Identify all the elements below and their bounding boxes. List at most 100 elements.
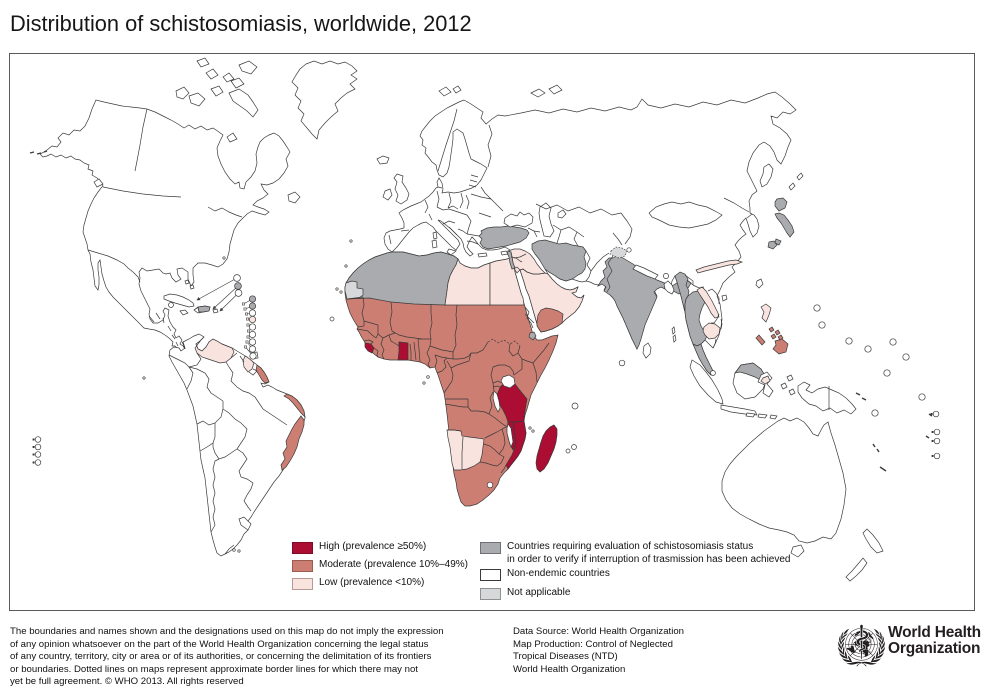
country-philippines-visayas-2: [770, 333, 777, 340]
border-sa-7: [239, 355, 245, 363]
border-af-16: [413, 341, 417, 361]
island-sardinia: [431, 239, 438, 249]
island-andaman-0: [671, 326, 676, 335]
island-bahamas-0: [184, 279, 190, 285]
island-antilles-1: [243, 307, 247, 311]
region-greenland: [291, 60, 358, 140]
island-circle-6: [339, 290, 343, 294]
island-circle-2: [142, 376, 146, 380]
border-af-0: [346, 296, 364, 300]
sea-black: [503, 211, 534, 228]
country-philippines-luzon: [760, 303, 772, 323]
island-aleutians-0: [29, 151, 35, 154]
border-eu-8: [447, 205, 459, 210]
border-sa-6: [230, 352, 238, 359]
border-af-15: [409, 343, 412, 360]
island-circle-11: [422, 381, 426, 385]
border-eu-20: [480, 186, 492, 200]
caribbean: [163, 274, 259, 360]
border-eu-48: [707, 288, 720, 304]
island-vancouver: [93, 178, 104, 188]
island-circle-15: [565, 448, 571, 454]
border-eu-19: [490, 198, 504, 212]
border-eu-39: [585, 250, 592, 272]
island-fiji-1: [925, 435, 930, 439]
territory-western-sahara: [344, 280, 364, 300]
border-af-52: [500, 464, 507, 474]
border-eu-21: [470, 174, 479, 178]
island-circle-9: [344, 264, 348, 268]
country-australia: [721, 417, 847, 544]
border-af-39: [450, 352, 472, 369]
border-sa-5: [225, 361, 288, 426]
border-eu-22: [469, 179, 478, 183]
island-tasmania: [790, 544, 805, 558]
island-stack-right-0: [932, 410, 940, 418]
country-lesotho: [486, 481, 494, 489]
border-eu-43: [648, 201, 723, 229]
border-eu-40: [590, 252, 610, 272]
country-japan-1: [774, 212, 795, 238]
border-af-2: [389, 301, 393, 332]
island-stack-left-dot-0: [32, 438, 35, 441]
border-eu-32: [533, 230, 538, 238]
island-arctic-8: [230, 77, 245, 89]
island-vanuatu-0: [872, 443, 876, 448]
border-sa-2: [168, 354, 190, 368]
island-arctic-6: [196, 57, 210, 68]
disclaimer-line-2: of any opinion whatsoever on the part of…: [10, 638, 429, 650]
lake-tanganyika: [492, 390, 501, 413]
border-eu-11: [442, 220, 456, 225]
sea-aral: [557, 209, 567, 219]
border-af-43: [488, 391, 494, 415]
island-antilles-7: [245, 340, 249, 344]
country-bangladesh: [663, 280, 675, 295]
border-eu-26: [437, 108, 458, 172]
who-wordmark-line-2: Organization: [888, 640, 981, 657]
island-novaya-1: [548, 84, 563, 95]
island-arctic-0: [175, 86, 190, 100]
island-stack-right-dot-1: [931, 431, 934, 433]
island-stack-left-1: [34, 443, 42, 451]
island-antilles-8: [244, 345, 247, 349]
island-stack-right-2: [933, 437, 941, 445]
lake-victoria: [500, 374, 516, 389]
country-new-zealand-south: [845, 557, 868, 582]
island-kurils-1: [796, 172, 804, 181]
world-map: [29, 57, 941, 582]
country-philippines-visayas-1: [774, 329, 781, 336]
border-af-36: [434, 354, 438, 368]
country-turkey: [478, 225, 530, 250]
border-na-3: [87, 249, 141, 283]
island-uk: [393, 173, 410, 205]
border-na-1: [207, 206, 243, 218]
map-title: Distribution of schistosomiasis, worldwi…: [10, 11, 472, 36]
country-fills: [194, 163, 795, 489]
island-antilles-2: [245, 312, 248, 316]
border-sa-11: [199, 423, 216, 452]
island-arctic-3: [228, 88, 259, 118]
border-na-2: [134, 108, 148, 172]
border-eu-10: [466, 214, 472, 228]
border-eu-44: [723, 197, 750, 213]
source-line-4: World Health Organization: [513, 663, 626, 675]
symbol-antilles-7: [248, 345, 257, 353]
landmasses: [39, 57, 884, 582]
island-solomon-1: [861, 397, 867, 401]
border-eu-42: [606, 255, 614, 293]
border-sa-16: [224, 544, 235, 555]
island-circle-4: [237, 549, 241, 553]
island-circle-8: [349, 239, 353, 243]
island-circle-3: [232, 548, 236, 552]
border-eu-25: [487, 124, 493, 168]
border-eu-49: [711, 313, 720, 324]
border-eu-7: [436, 206, 456, 212]
symbol-antilles-8: [249, 352, 257, 360]
border-na-0: [102, 186, 182, 198]
borders: [87, 108, 753, 555]
border-sa-13: [236, 448, 254, 512]
island-circle-24: [864, 345, 872, 353]
island-solomon-0: [855, 392, 861, 396]
source-line-3: Tropical Diseases (NTD): [513, 651, 618, 663]
country-jamaica: [179, 309, 189, 316]
